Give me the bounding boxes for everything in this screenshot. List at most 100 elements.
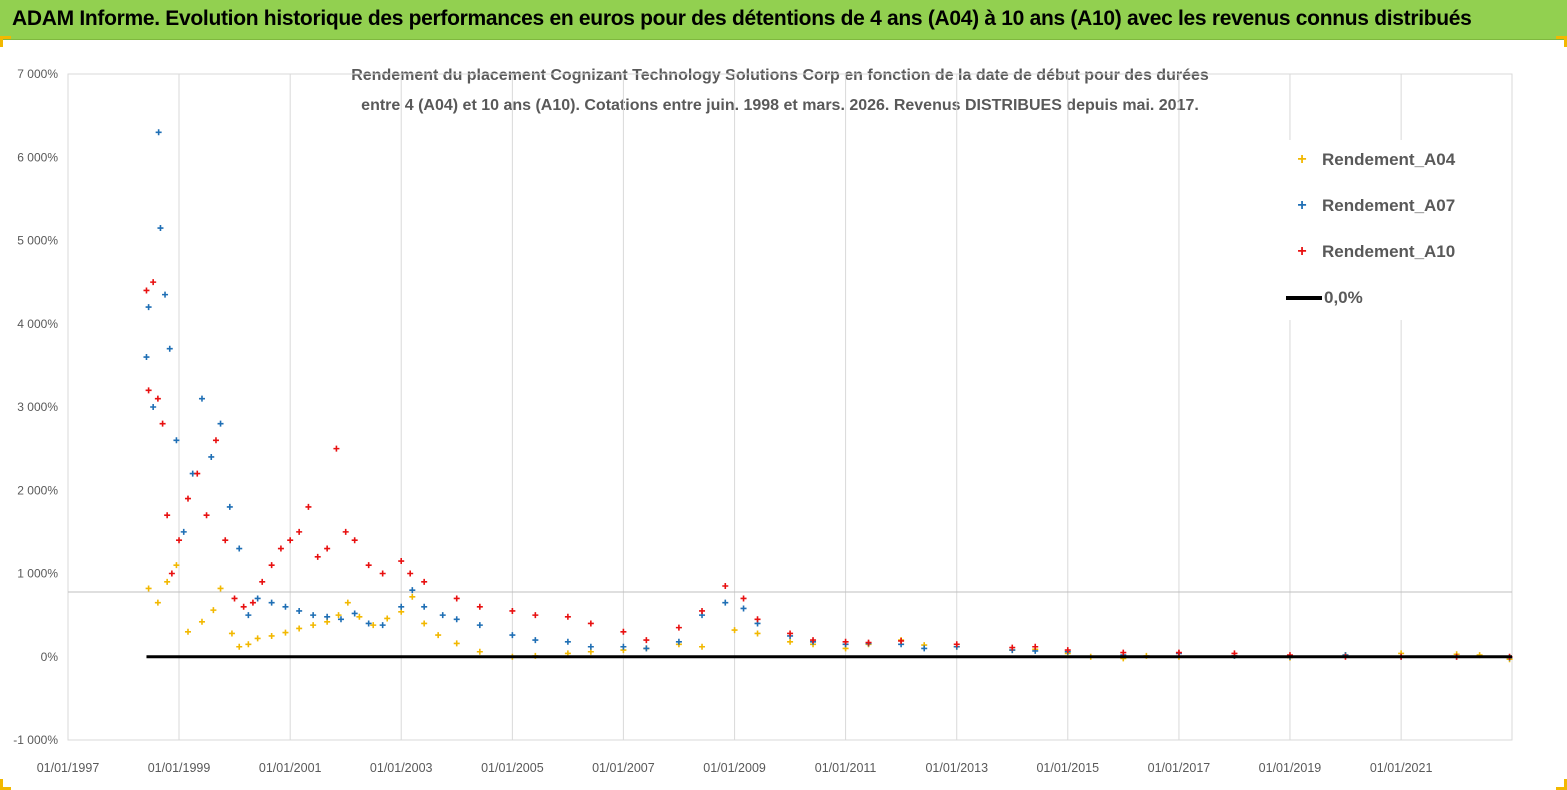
data-point — [228, 630, 235, 637]
x-tick-label: 01/01/2011 — [815, 761, 877, 775]
data-point — [245, 612, 252, 619]
data-point — [203, 512, 210, 519]
data-point — [620, 643, 627, 650]
data-point — [231, 595, 238, 602]
data-point — [643, 645, 650, 652]
data-point — [398, 603, 405, 610]
data-point — [365, 620, 372, 627]
data-point — [421, 578, 428, 585]
data-point — [453, 640, 460, 647]
data-point — [268, 632, 275, 639]
data-point — [166, 345, 173, 352]
data-point — [379, 622, 386, 629]
data-point — [296, 528, 303, 535]
data-point — [198, 618, 205, 625]
data-point — [740, 605, 747, 612]
y-tick-label: 3 000% — [17, 400, 58, 414]
data-point — [564, 613, 571, 620]
data-point — [208, 453, 215, 460]
x-axis-ticks: 01/01/1997 01/01/1999 01/01/2001 01/01/2003… — [37, 761, 1433, 775]
y-tick-label: 6 000% — [17, 150, 58, 164]
data-point — [168, 570, 175, 577]
data-point — [675, 624, 682, 631]
corner-marker — [1556, 779, 1567, 790]
data-point — [194, 470, 201, 477]
legend-label: Rendement_A07 — [1322, 196, 1456, 215]
x-tick-label: 01/01/2017 — [1148, 761, 1211, 775]
data-point — [212, 437, 219, 444]
data-point — [921, 645, 928, 652]
data-point — [226, 503, 233, 510]
data-point — [277, 545, 284, 552]
legend-item-a07: + Rendement_A07 — [1282, 194, 1455, 218]
data-point — [162, 291, 169, 298]
legend-label: Rendement_A10 — [1322, 242, 1456, 261]
data-point — [675, 638, 682, 645]
data-point — [1175, 649, 1182, 656]
data-point — [453, 595, 460, 602]
data-point — [476, 603, 483, 610]
data-point — [865, 639, 872, 646]
data-point — [370, 622, 377, 629]
data-point — [722, 582, 729, 589]
data-point — [435, 632, 442, 639]
x-tick-label: 01/01/2015 — [1036, 761, 1099, 775]
data-point — [236, 643, 243, 650]
data-point — [365, 562, 372, 569]
data-point — [344, 599, 351, 606]
data-point — [453, 616, 460, 623]
data-point — [314, 553, 321, 560]
line-marker-icon — [1286, 296, 1322, 300]
data-point — [754, 630, 761, 637]
data-point — [333, 445, 340, 452]
data-point — [722, 599, 729, 606]
data-point — [384, 615, 391, 622]
data-point — [180, 528, 187, 535]
data-point — [1032, 643, 1039, 650]
data-point — [787, 630, 794, 637]
data-point — [217, 420, 224, 427]
data-point — [699, 607, 706, 614]
data-point — [351, 610, 358, 617]
data-point — [254, 595, 261, 602]
data-point — [324, 545, 331, 552]
data-point — [509, 632, 516, 639]
data-point — [532, 612, 539, 619]
data-point — [421, 620, 428, 627]
data-point — [787, 638, 794, 645]
x-tick-label: 01/01/2003 — [370, 761, 433, 775]
data-point — [245, 641, 252, 648]
data-point — [324, 613, 331, 620]
data-point — [564, 638, 571, 645]
gridlines — [67, 73, 1513, 741]
data-point — [643, 637, 650, 644]
data-point — [310, 612, 317, 619]
data-point — [154, 599, 161, 606]
data-point — [1120, 649, 1127, 656]
series-layer — [143, 129, 1513, 663]
data-point — [305, 503, 312, 510]
x-tick-label: 01/01/2009 — [703, 761, 766, 775]
corner-marker — [0, 779, 11, 790]
data-point — [268, 562, 275, 569]
y-tick-label: 2 000% — [17, 483, 58, 497]
chart-title-line2: entre 4 (A04) et 10 ans (A10). Cotations… — [361, 97, 1199, 114]
chart-title-line1: Rendement du placement Cognizant Technol… — [351, 67, 1209, 84]
data-point — [173, 437, 180, 444]
data-point — [409, 587, 416, 594]
data-point — [310, 622, 317, 629]
data-point — [173, 562, 180, 569]
data-point — [164, 512, 171, 519]
data-point — [240, 603, 247, 610]
plus-marker-icon: + — [1297, 243, 1307, 260]
data-point — [155, 129, 162, 136]
x-tick-label: 01/01/2001 — [259, 761, 322, 775]
data-point — [164, 578, 171, 585]
data-point — [296, 607, 303, 614]
data-point — [421, 603, 428, 610]
data-point — [184, 628, 191, 635]
data-point — [145, 585, 152, 592]
data-point — [159, 420, 166, 427]
data-point — [210, 607, 217, 614]
